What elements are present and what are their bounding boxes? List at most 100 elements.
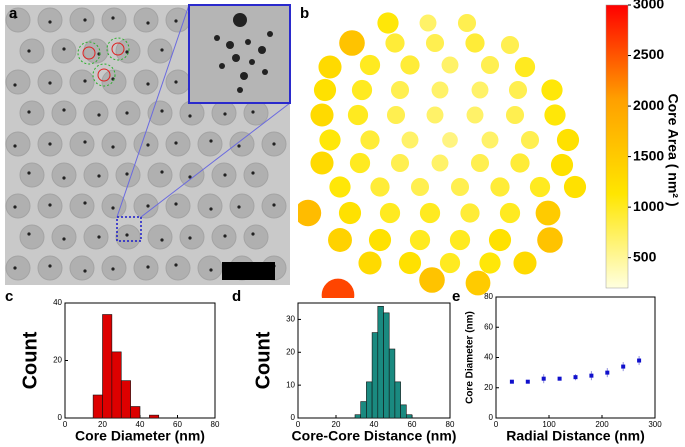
particle-core: [174, 141, 178, 145]
particle: [147, 162, 173, 188]
bubbles: [298, 12, 587, 298]
particle: [83, 162, 109, 188]
particle: [179, 224, 205, 250]
particle-core: [48, 142, 52, 146]
data-point: [541, 376, 546, 381]
particle-core: [83, 79, 87, 83]
core-circle: [377, 12, 399, 34]
data-point: [637, 358, 642, 363]
plot-frame: [64, 302, 216, 419]
colorbar: [605, 4, 629, 289]
particle-core: [223, 234, 227, 238]
core-circle: [400, 55, 420, 75]
panel-label: c: [5, 288, 13, 305]
histogram-bar: [354, 414, 361, 419]
particle-core: [209, 207, 213, 211]
core-circle: [449, 229, 471, 251]
particle-core: [13, 205, 17, 209]
data-point: [573, 375, 578, 380]
particle-core: [13, 15, 17, 19]
particle-core: [62, 47, 66, 51]
core-circle: [390, 153, 410, 173]
zoom-box: [116, 216, 142, 242]
particle-core: [48, 20, 52, 24]
particle: [83, 38, 109, 64]
colorbar-tick-label: 2500: [633, 46, 664, 62]
core-circle: [401, 131, 419, 149]
particle: [5, 131, 31, 157]
histogram-bar: [366, 381, 373, 419]
zoom-line: [116, 4, 190, 218]
core-circle: [310, 151, 334, 175]
y-tick-label: 0: [489, 413, 494, 422]
particle-core: [62, 176, 66, 180]
particle: [165, 131, 191, 157]
particle-core: [27, 110, 31, 114]
core-circle: [510, 153, 530, 173]
core-circle: [460, 203, 480, 223]
zoom-line: [140, 102, 291, 218]
particle: [165, 255, 191, 281]
core-circle: [541, 79, 563, 101]
particle: [69, 131, 95, 157]
histogram-bar: [92, 394, 103, 419]
scale-bar: [222, 262, 275, 280]
y-tick-label: 0: [291, 413, 296, 422]
data-point: [525, 379, 530, 384]
histogram-bar: [394, 381, 401, 419]
core-circle: [505, 105, 525, 125]
particle-core: [237, 144, 241, 148]
panel-label: d: [232, 288, 241, 305]
colorbar-tick-label: 500: [633, 248, 657, 264]
core-circle: [358, 251, 382, 275]
particle-core: [188, 114, 192, 118]
particle: [165, 193, 191, 219]
particle: [5, 7, 31, 33]
particle: [5, 69, 31, 95]
particle: [197, 131, 223, 157]
core-circle: [385, 33, 405, 53]
core-circle: [465, 33, 485, 53]
core-circle: [398, 251, 422, 275]
x-tick-label: 40: [136, 420, 145, 429]
particle: [19, 162, 45, 188]
core-circle: [499, 202, 521, 224]
core-rings: [82, 42, 125, 82]
particle-core: [160, 238, 164, 242]
highlight-rings: [77, 37, 130, 87]
particle-core: [83, 140, 87, 144]
colorbar-tick-label: 1000: [633, 198, 664, 214]
particle: [51, 38, 77, 64]
particle-core: [83, 201, 87, 205]
data-point: [589, 373, 594, 378]
particle-core: [272, 203, 276, 207]
histogram-bar: [400, 404, 407, 419]
core-circle: [386, 105, 406, 125]
core-circle: [431, 81, 449, 99]
histogram-bar: [120, 380, 131, 419]
core-circle: [514, 56, 536, 78]
particle-core: [174, 202, 178, 206]
particle-core: [111, 267, 115, 271]
x-tick-label: 60: [408, 420, 417, 429]
core-circle: [535, 200, 561, 226]
core-circle: [368, 228, 392, 252]
micrograph: [5, 4, 291, 285]
core-circle: [329, 176, 351, 198]
particle-core: [111, 145, 115, 149]
particle-core: [146, 204, 150, 208]
particle-core: [237, 205, 241, 209]
y-tick-label: 10: [286, 380, 295, 389]
particle-core: [209, 268, 213, 272]
particle-core: [251, 232, 255, 236]
y-tick-label: 0: [58, 413, 63, 422]
core-circle: [550, 153, 574, 177]
core-circle: [321, 278, 355, 298]
particle: [51, 100, 77, 126]
core-circle: [298, 199, 322, 227]
particle-core: [111, 16, 115, 20]
core-circle: [439, 252, 461, 274]
core-circle: [313, 78, 337, 102]
x-tick-label: 0: [296, 420, 301, 429]
core-circle: [319, 129, 341, 151]
